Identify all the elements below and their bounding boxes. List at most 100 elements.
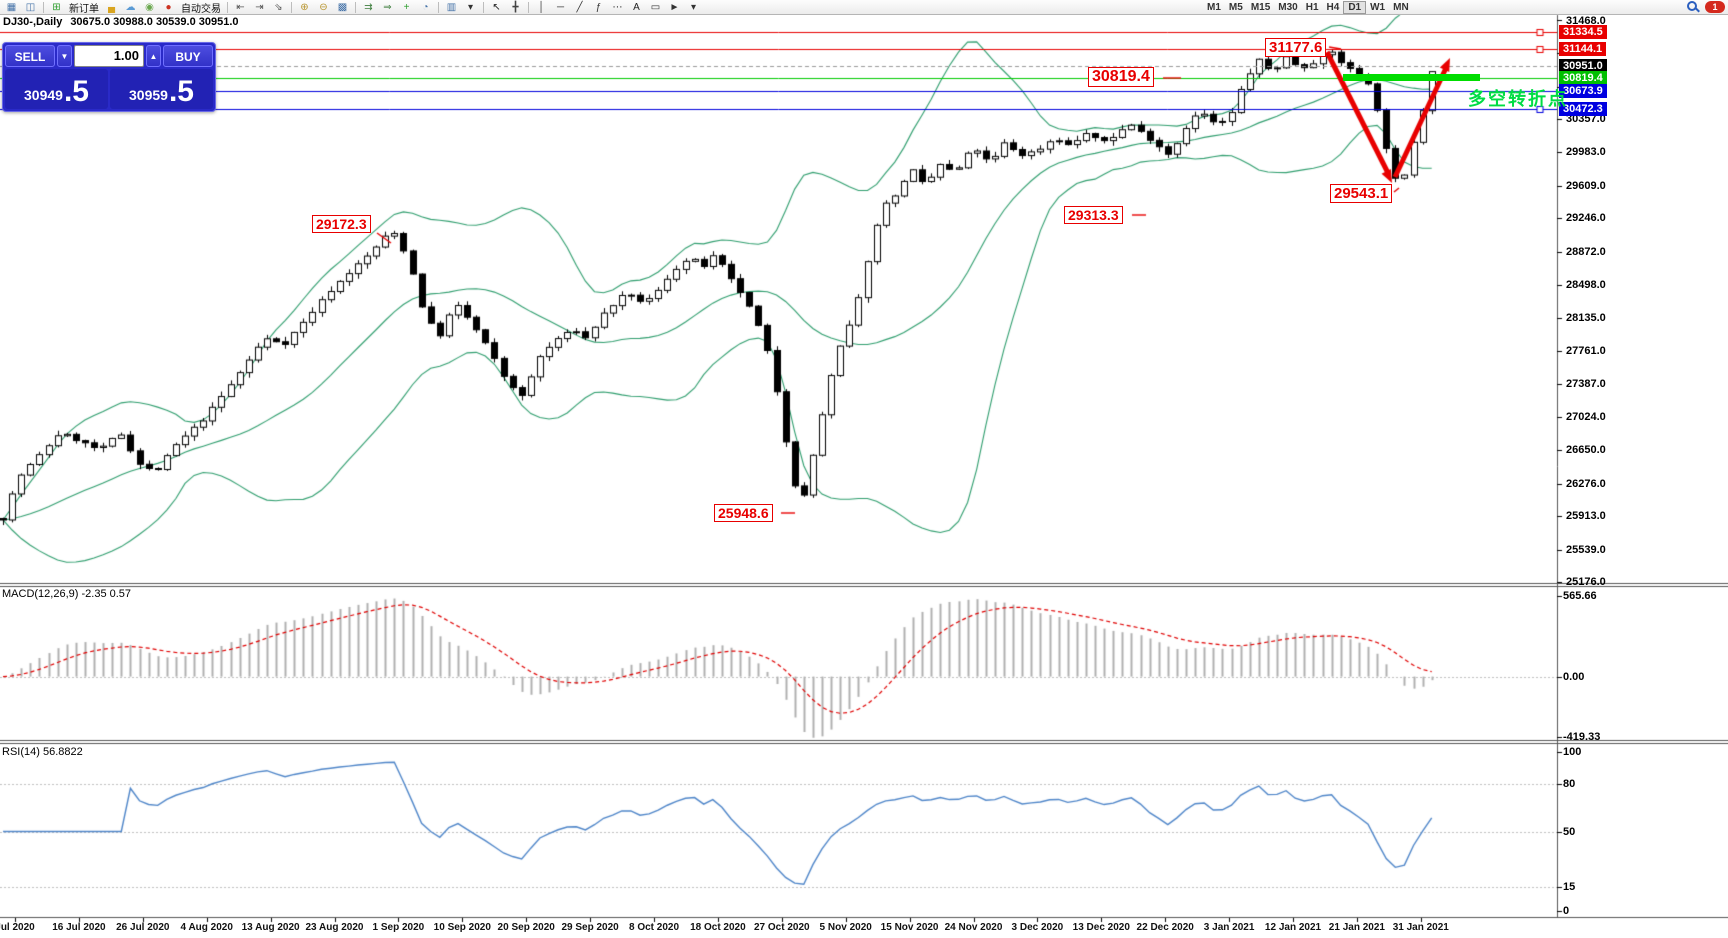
- date-tick-label: 10 Sep 2020: [433, 922, 491, 933]
- macd-scale-label: -419.33: [1563, 730, 1601, 743]
- callout-30819-4[interactable]: 30819.4: [1088, 67, 1154, 87]
- rsi-scale-label: 100: [1563, 746, 1582, 758]
- timeframe-m30[interactable]: M30: [1278, 1, 1298, 13]
- label-icon[interactable]: ▭: [650, 1, 661, 13]
- date-tick-label: 23 Aug 2020: [305, 922, 364, 933]
- price-tick-label: 27024.0: [1566, 410, 1606, 423]
- date-tick-label: 24 Nov 2020: [944, 922, 1003, 933]
- price-tick-label: 28135.0: [1566, 311, 1606, 324]
- rsi-scale-label: 80: [1563, 777, 1576, 790]
- zoom-window-icon[interactable]: ◫: [25, 1, 36, 13]
- toolbar-separator: [483, 1, 484, 13]
- timeframe-h4[interactable]: H4: [1326, 1, 1340, 13]
- price-tick-label: 28872.0: [1566, 245, 1606, 258]
- timeframe-h1[interactable]: H1: [1305, 1, 1319, 13]
- symbol-period-label: DJ30-,Daily: [3, 16, 63, 28]
- price-tick-label: 27387.0: [1566, 378, 1606, 391]
- chart-type-dropdown-icon[interactable]: ▾: [467, 1, 474, 13]
- rsi-name: RSI(14): [2, 746, 40, 758]
- new-chart-icon[interactable]: +: [403, 1, 410, 13]
- price-tick-label: 29609.0: [1566, 179, 1606, 192]
- signal-icon[interactable]: ◉: [145, 1, 154, 13]
- price-level-chip: 31144.1: [1559, 41, 1607, 56]
- bar-forward-icon[interactable]: ⇥: [255, 1, 264, 13]
- one-click-trade-panel: SELL ▼ 1.00 ▲ BUY 30949 .5 30959 .5: [2, 42, 216, 112]
- volume-down-button[interactable]: ▼: [57, 45, 72, 67]
- toolbar-separator: [43, 1, 44, 13]
- cloud-icon[interactable]: ☁: [125, 1, 136, 13]
- volume-up-button[interactable]: ▲: [146, 45, 161, 67]
- timeframe-d1[interactable]: D1: [1343, 0, 1367, 14]
- date-tick-label: 26 Jul 2020: [116, 922, 170, 933]
- rsi-scale-label: 15: [1563, 881, 1576, 894]
- shapes-dropdown-icon[interactable]: ▾: [690, 1, 697, 13]
- text-icon[interactable]: A: [633, 1, 640, 13]
- date-tick-label: 27 Oct 2020: [753, 922, 810, 933]
- chart-shift-icon[interactable]: ⇒: [383, 1, 392, 13]
- callout-25948-6[interactable]: 25948.6: [714, 504, 773, 522]
- callout-29172-3[interactable]: 29172.3: [312, 215, 371, 233]
- hlevels-icon[interactable]: ⋯: [612, 1, 623, 13]
- turning-point-note[interactable]: 多空转折点: [1468, 89, 1568, 109]
- price-level-chip: 30819.4: [1559, 70, 1607, 85]
- timeframe-m5[interactable]: M5: [1228, 1, 1243, 13]
- cursor-icon[interactable]: ↖: [492, 1, 501, 13]
- hline-icon[interactable]: ─: [556, 1, 565, 13]
- zoom-in-icon[interactable]: ⊕: [300, 1, 309, 13]
- date-tick-label: 3 Jan 2021: [1203, 922, 1255, 933]
- price-level-chip: 31334.5: [1559, 24, 1607, 39]
- buy-price-tile[interactable]: 30959 .5: [110, 69, 213, 109]
- chart-expand-icon[interactable]: ⇘: [274, 1, 283, 13]
- rsi-scale-label: 50: [1563, 825, 1576, 838]
- price-tick-label: 29983.0: [1566, 146, 1606, 159]
- toolbar-separator: [438, 1, 439, 13]
- auto-scroll-icon[interactable]: ⇉: [364, 1, 373, 13]
- buy-button[interactable]: BUY: [163, 45, 213, 67]
- autotrade-label: 自动交易: [181, 3, 221, 15]
- timeframe-m15[interactable]: M15: [1250, 1, 1271, 13]
- zoom-out-icon[interactable]: ⊖: [319, 1, 328, 13]
- chart-window-icon[interactable]: ▦: [6, 1, 17, 13]
- fibonacci-icon[interactable]: ƒ: [595, 1, 602, 13]
- bar-back-icon[interactable]: ⇤: [236, 1, 245, 13]
- callout-29543-1[interactable]: 29543.1: [1330, 184, 1393, 203]
- volume-input[interactable]: 1.00: [74, 45, 144, 67]
- shapes-icon[interactable]: ►: [669, 1, 680, 13]
- search-icon[interactable]: [1687, 1, 1700, 13]
- price-tick-label: 30357.0: [1566, 113, 1606, 125]
- date-tick-label: 5 Nov 2020: [819, 922, 872, 933]
- toolbar-separator: [227, 1, 228, 13]
- price-tick-label: 31468.0: [1566, 15, 1606, 27]
- date-tick-label: 8 Oct 2020: [628, 922, 680, 933]
- trendline-icon[interactable]: ╱: [576, 1, 583, 13]
- period-clock-icon[interactable]: ◔: [422, 1, 429, 13]
- timeframe-w1[interactable]: W1: [1370, 1, 1386, 13]
- vline-icon[interactable]: │: [538, 1, 545, 13]
- date-tick-label: 16 Jul 2020: [52, 922, 106, 933]
- callout-31177-6[interactable]: 31177.6: [1265, 38, 1327, 57]
- gold-icon[interactable]: ▄: [107, 1, 116, 13]
- sell-price-tile[interactable]: 30949 .5: [5, 69, 108, 109]
- notification-badge[interactable]: 1: [1705, 1, 1725, 13]
- autotrade-icon[interactable]: ●: [165, 1, 172, 13]
- date-tick-label: 20 Sep 2020: [497, 922, 555, 933]
- new-order-icon[interactable]: ⊞: [52, 1, 61, 13]
- toolbar-separator: [291, 1, 292, 13]
- crosshair-icon[interactable]: ╋: [512, 1, 519, 13]
- buy-price-pips: .5: [168, 75, 194, 108]
- date-tick-label: 22 Dec 2020: [1136, 922, 1194, 933]
- callout-29313-3[interactable]: 29313.3: [1064, 206, 1123, 224]
- chart-type-icon[interactable]: ▥: [446, 1, 457, 13]
- tile-windows-icon[interactable]: ▩: [337, 1, 348, 13]
- sell-price-main: 30949: [24, 87, 63, 103]
- timeframe-m1[interactable]: M1: [1207, 1, 1221, 13]
- timeframe-mn[interactable]: MN: [1393, 1, 1409, 13]
- buy-price-main: 30959: [129, 87, 168, 103]
- rsi-scale-label: 0: [1563, 905, 1570, 917]
- rsi-value: 56.8822: [42, 746, 83, 758]
- price-tick-label: 25176.0: [1566, 576, 1606, 589]
- support-highlight-bar[interactable]: [1343, 74, 1480, 81]
- toolbar-separator: [355, 1, 356, 13]
- sell-button[interactable]: SELL: [5, 45, 55, 67]
